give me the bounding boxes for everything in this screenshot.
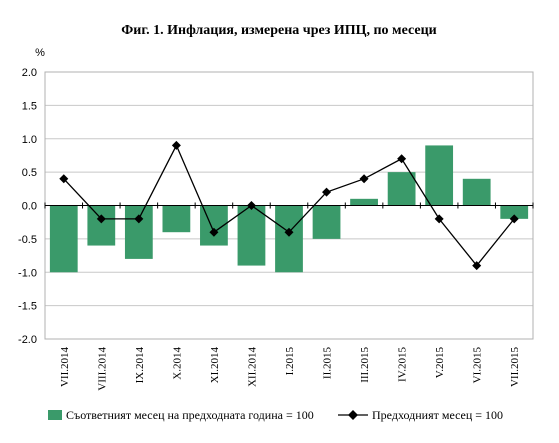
bar [124,205,153,259]
y-axis-unit: % [35,47,45,59]
line-point [397,154,407,164]
x-tick-label: VI.2015 [472,347,484,384]
y-tick-label: 0.0 [22,201,37,213]
x-tick-label: V.2015 [434,347,446,379]
line-point [284,227,294,237]
legend: Съответният месец на предходната година … [48,408,503,422]
bar [162,205,191,233]
y-tick-label: -1.0 [18,267,37,279]
x-tick-label: IX.2014 [134,347,146,384]
y-tick-label: -1.5 [18,301,37,313]
line-layer [59,140,519,271]
bar [312,205,341,239]
x-tick-label: VIII.2014 [96,347,108,391]
bar-layer [49,145,529,273]
legend-line-label: Предходният месец = 100 [372,408,503,422]
x-tick-label: XII.2014 [246,347,258,388]
y-tick-label: 2.0 [22,67,37,79]
line-point [322,187,332,197]
bar [237,205,266,266]
line-point [134,214,144,224]
bar [387,172,416,206]
legend-bar-label: Съответният месец на предходната година … [66,408,314,422]
legend-bar-swatch [48,410,62,420]
bar [87,205,116,246]
y-tick-label: 0.5 [22,167,37,179]
y-tick-label: -2.0 [18,334,37,346]
chart-title: Фиг. 1. Инфлация, измерена чрез ИПЦ, по … [121,23,436,38]
line-point [209,227,219,237]
bar [49,205,78,273]
x-tick-label: IV.2015 [397,347,409,382]
line-point [509,214,519,224]
line-point [171,140,181,150]
x-tick-label: VII.2014 [59,347,71,388]
bar [425,145,454,206]
x-tick-label: I.2015 [284,347,296,376]
bar [275,205,303,273]
bar [350,198,378,206]
line-point [434,214,444,224]
x-tick-label: XI.2014 [209,347,221,384]
y-tick-label: -0.5 [18,234,37,246]
x-tick-label: II.2015 [322,347,334,380]
legend-line-marker [348,410,358,420]
line-point [59,174,69,184]
line-point [246,201,256,210]
x-tick-label: VII.2015 [509,347,521,388]
tick-layer: 2.0 1.5 1.0 0.5 0.0 -0.5 -1.0 -1.5 -2.0 VII.2014 V… [18,67,521,391]
line-point [359,174,369,184]
line-point [472,261,482,271]
bar [462,178,491,206]
axis-layer [44,71,534,340]
line-point [96,214,106,224]
x-tick-label: X.2014 [171,347,183,380]
y-tick-label: 1.5 [22,100,37,112]
y-tick-label: 1.0 [22,134,37,146]
bar [500,205,529,219]
x-tick-label: III.2015 [359,347,371,383]
